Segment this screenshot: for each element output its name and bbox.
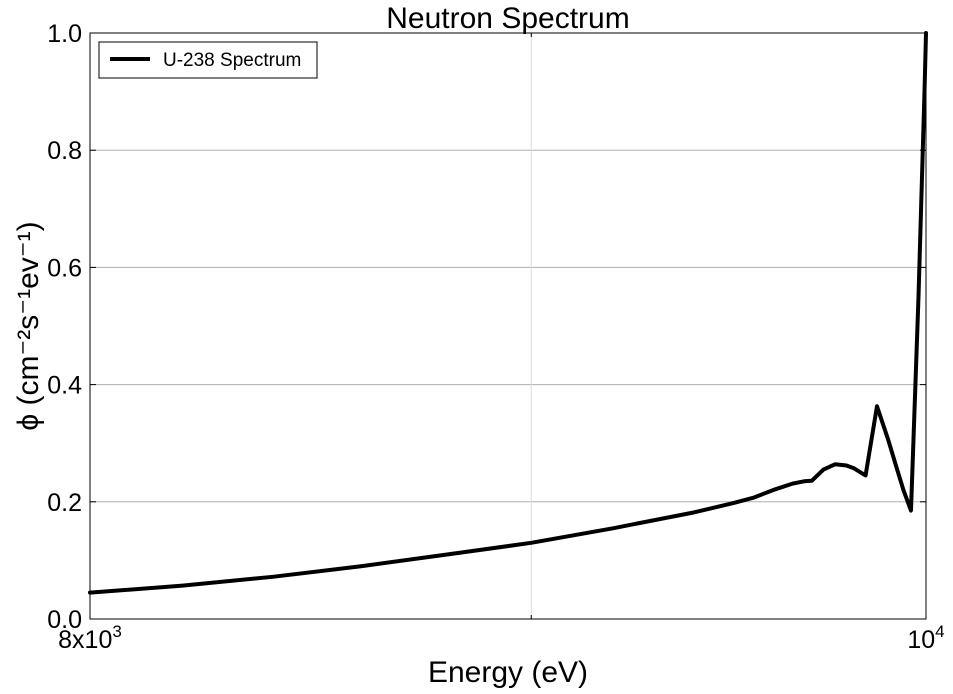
- y-tick-label: 0.0: [47, 606, 82, 634]
- chart-title: Neutron Spectrum: [386, 2, 629, 35]
- y-tick-label: 0.2: [47, 489, 82, 517]
- x-tick-label: 104: [907, 622, 944, 654]
- y-axis-label: ϕ (cm⁻²s⁻¹ev⁻¹): [12, 221, 45, 430]
- x-tick-label-base: 8x10: [58, 626, 112, 654]
- x-axis-label: Energy (eV): [428, 656, 588, 689]
- grid: [90, 33, 926, 619]
- x-tick-label-base: 10: [907, 626, 935, 654]
- series-layer: [88, 31, 928, 595]
- x-tick-label: 8x103: [58, 622, 122, 654]
- y-tick-label: 0.4: [47, 372, 82, 400]
- series-line: [88, 31, 928, 595]
- legend-label: U-238 Spectrum: [163, 50, 301, 71]
- legend: U-238 Spectrum: [98, 41, 318, 79]
- y-tick-label: 0.8: [47, 137, 82, 165]
- x-tick-label-exponent: 4: [935, 622, 944, 641]
- plot-frame: [89, 32, 927, 620]
- x-tick-label-exponent: 3: [112, 622, 121, 641]
- y-tick-label: 0.6: [47, 254, 82, 282]
- y-tick-label: 1.0: [47, 20, 82, 48]
- ticks: 0.0 0.2 0.4 0.6 0.8 1.0 8x103 104: [47, 20, 944, 654]
